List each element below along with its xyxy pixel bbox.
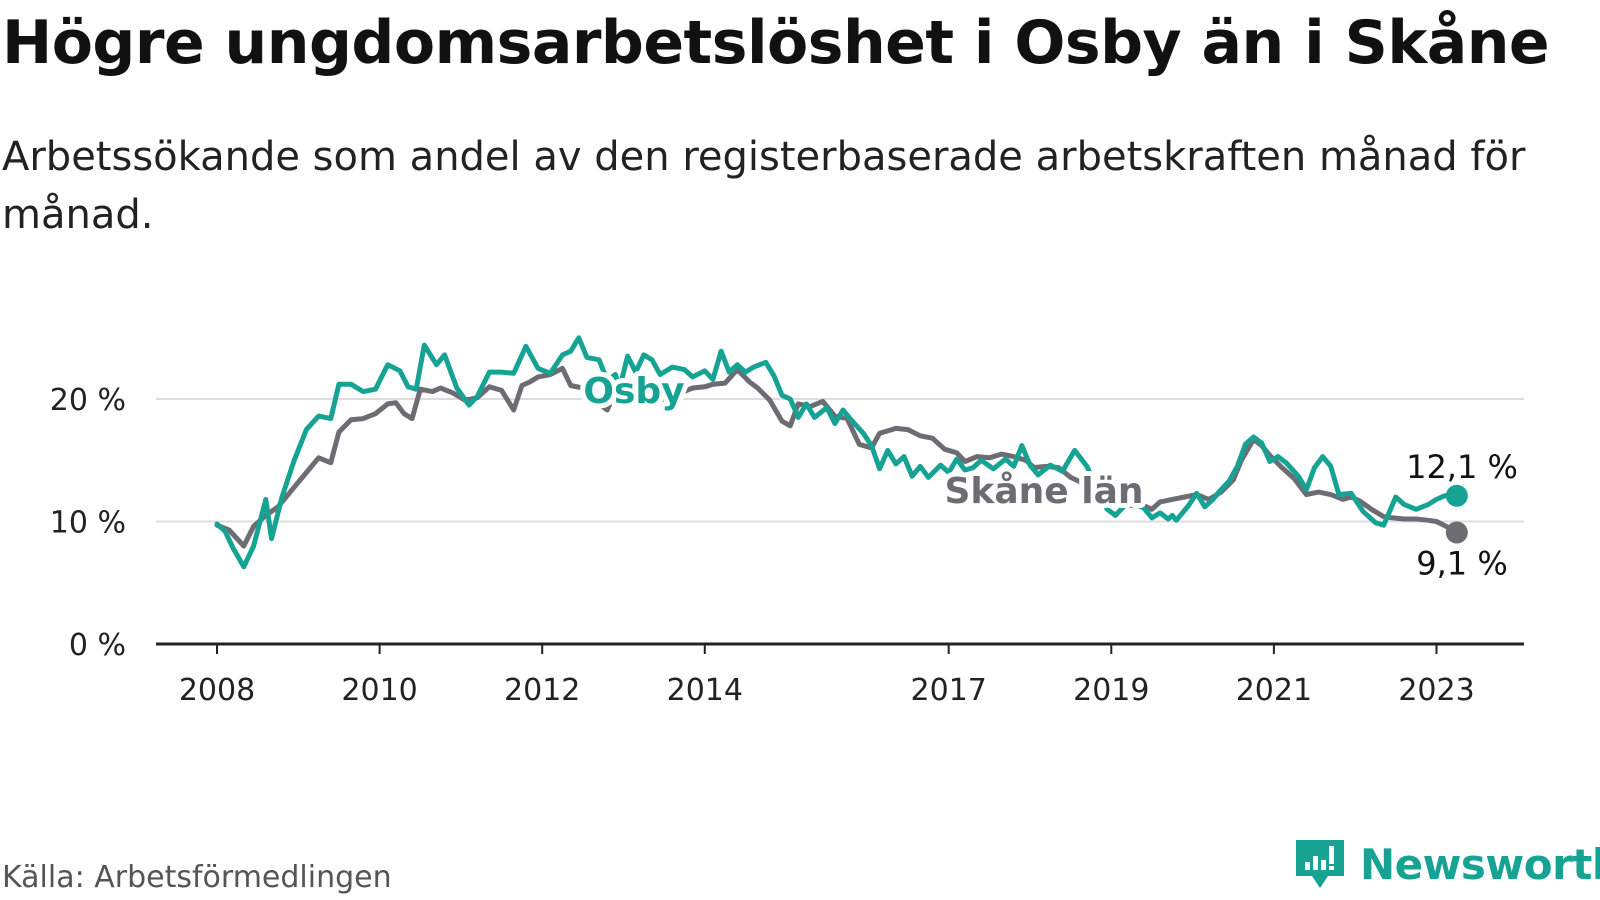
end-point-skane — [1445, 521, 1468, 544]
brand-logo[interactable]: Newsworthy — [1292, 836, 1600, 892]
series-label-osby: Osby — [583, 371, 684, 412]
x-tick-label: 2012 — [504, 673, 580, 708]
x-tick-label: 2021 — [1236, 673, 1312, 708]
y-tick-label: 20 % — [50, 383, 126, 418]
x-tick-label: 2017 — [911, 673, 987, 708]
end-label-skane: 9,1 % — [1416, 545, 1507, 583]
chart-title: Högre ungdomsarbetslöshet i Osby än i Sk… — [2, 8, 1550, 78]
y-tick-label: 10 % — [50, 506, 126, 541]
axes: 0 % 10 % 20 % 2008 2010 2012 2014 2017 2019 2021 2… — [50, 383, 1524, 708]
newsworthy-logo-icon — [1296, 840, 1344, 888]
y-tick-label: 0 % — [69, 628, 126, 663]
x-tick-label: 2014 — [667, 673, 743, 708]
series-line-osby — [214, 335, 1460, 570]
x-tick-label: 2023 — [1398, 673, 1474, 708]
x-tick-label: 2019 — [1073, 673, 1149, 708]
end-label-osby: 12,1 % — [1406, 448, 1518, 486]
series-layer — [214, 335, 1468, 570]
series-line-skane — [214, 365, 1460, 549]
source-note: Källa: Arbetsförmedlingen — [2, 860, 392, 895]
brand-name: Newsworthy — [1360, 839, 1600, 889]
annotation-layer: 12,1 % 9,1 % Osby Skåne län — [578, 366, 1518, 583]
x-tick-label: 2010 — [341, 673, 417, 708]
series-label-skane: Skåne län — [944, 471, 1143, 512]
x-tick-label: 2008 — [179, 673, 255, 708]
chart-subtitle: Arbetssökande som andel av den registerb… — [2, 134, 1526, 238]
end-point-osby — [1445, 484, 1468, 507]
grid-lines — [156, 398, 1524, 523]
